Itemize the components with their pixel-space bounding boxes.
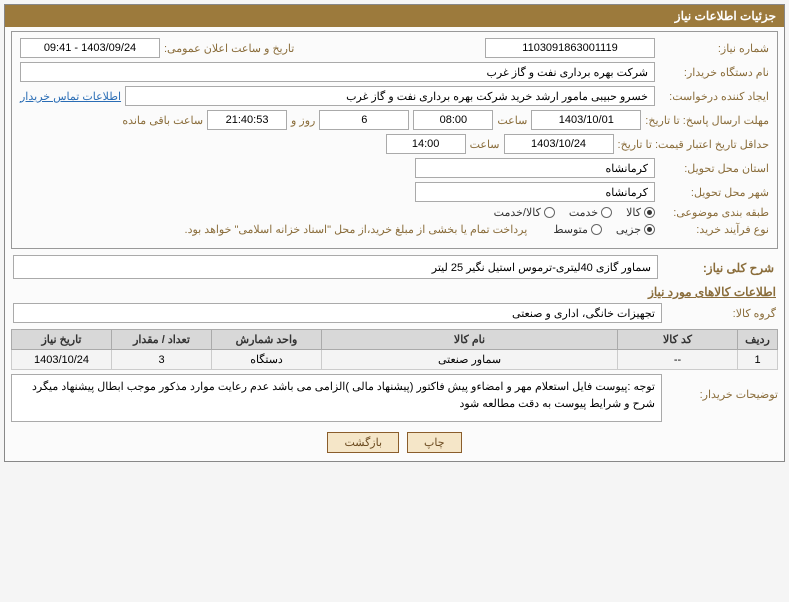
label-province: استان محل تحویل:: [659, 162, 769, 175]
table-cell: 3: [112, 350, 212, 370]
col-header: کد کالا: [618, 330, 738, 350]
label-requester: ایجاد کننده درخواست:: [659, 90, 769, 103]
col-header: ردیف: [738, 330, 778, 350]
label-announce-dt: تاریخ و ساعت اعلان عمومی:: [164, 42, 294, 55]
field-requester: خسرو حبیبی مامور ارشد خرید شرکت بهره برد…: [125, 86, 655, 106]
field-need-no: 1103091863001119: [485, 38, 655, 58]
col-header: تعداد / مقدار: [112, 330, 212, 350]
field-reply-date: 1403/10/01: [531, 110, 641, 130]
field-city: کرمانشاه: [415, 182, 655, 202]
radio-icon[interactable]: [601, 207, 612, 218]
field-group: تجهیزات خانگی، اداری و صنعتی: [13, 303, 662, 323]
field-validity-date: 1403/10/24: [504, 134, 614, 154]
label-buyer-org: نام دستگاه خریدار:: [659, 66, 769, 79]
details-fieldset: شماره نیاز: 1103091863001119 تاریخ و ساع…: [11, 31, 778, 249]
field-announce-dt: 1403/09/24 - 09:41: [20, 38, 160, 58]
process-option-0[interactable]: جزیی: [616, 223, 655, 236]
category-radio-group: کالا خدمت کالا/خدمت: [494, 206, 655, 219]
radio-label: جزیی: [616, 223, 641, 236]
field-province: کرمانشاه: [415, 158, 655, 178]
radio-icon[interactable]: [644, 207, 655, 218]
label-hour-1: ساعت: [497, 114, 527, 127]
label-need-summary: شرح کلی نیاز:: [664, 261, 774, 275]
label-hour-2: ساعت: [470, 138, 500, 151]
label-category: طبقه بندی موضوعی:: [659, 206, 769, 219]
title-bar: جزئیات اطلاعات نیاز: [5, 5, 784, 27]
table-cell: 1: [738, 350, 778, 370]
radio-label: کالا/خدمت: [494, 206, 541, 219]
radio-label: متوسط: [553, 223, 588, 236]
field-days: 6: [319, 110, 409, 130]
radio-icon[interactable]: [644, 224, 655, 235]
field-countdown: 21:40:53: [207, 110, 287, 130]
label-reply-deadline: مهلت ارسال پاسخ: تا تاریخ:: [645, 114, 769, 127]
table-row: 1--سماور صنعتیدستگاه31403/10/24: [12, 350, 778, 370]
category-option-0[interactable]: کالا: [626, 206, 655, 219]
buyer-desc-box: توجه :پیوست فایل استعلام مهر و امضاءو پی…: [11, 374, 662, 422]
label-validity-deadline: حداقل تاریخ اعتبار قیمت: تا تاریخ:: [618, 138, 769, 151]
items-section-title: اطلاعات کالاهای مورد نیاز: [13, 285, 776, 299]
field-buyer-org: شرکت بهره برداری نفت و گاز غرب: [20, 62, 655, 82]
col-header: نام کالا: [322, 330, 618, 350]
buyer-contact-link[interactable]: اطلاعات تماس خریدار: [20, 90, 121, 103]
label-buyer-desc: توضیحات خریدار:: [668, 374, 778, 401]
process-option-1[interactable]: متوسط: [553, 223, 602, 236]
table-cell: سماور صنعتی: [322, 350, 618, 370]
col-header: تاریخ نیاز: [12, 330, 112, 350]
back-button[interactable]: بازگشت: [327, 432, 399, 453]
table-cell: دستگاه: [212, 350, 322, 370]
label-group: گروه کالا:: [666, 307, 776, 320]
process-radio-group: جزیی متوسط: [553, 223, 655, 236]
table-cell: 1403/10/24: [12, 350, 112, 370]
radio-icon[interactable]: [544, 207, 555, 218]
radio-label: کالا: [626, 206, 641, 219]
label-need-no: شماره نیاز:: [659, 42, 769, 55]
category-option-1[interactable]: خدمت: [569, 206, 612, 219]
label-days-and: روز و: [291, 114, 315, 127]
table-cell: --: [618, 350, 738, 370]
radio-icon[interactable]: [591, 224, 602, 235]
label-process-type: نوع فرآیند خرید:: [659, 223, 769, 236]
radio-label: خدمت: [569, 206, 598, 219]
label-city: شهر محل تحویل:: [659, 186, 769, 199]
category-option-2[interactable]: کالا/خدمت: [494, 206, 555, 219]
items-table: ردیفکد کالانام کالاواحد شمارشتعداد / مقد…: [11, 329, 778, 370]
field-reply-hour: 08:00: [413, 110, 493, 130]
col-header: واحد شمارش: [212, 330, 322, 350]
print-button[interactable]: چاپ: [407, 432, 462, 453]
payment-note: پرداخت تمام یا بخشی از مبلغ خرید،از محل …: [185, 223, 528, 236]
main-panel: جزئیات اطلاعات نیاز شماره نیاز: 11030918…: [4, 4, 785, 462]
field-need-summary: سماور گازی 40لیتری-ترموس استیل نگیر 25 ل…: [13, 255, 658, 279]
label-time-remaining: ساعت باقی مانده: [122, 114, 203, 127]
field-validity-hour: 14:00: [386, 134, 466, 154]
